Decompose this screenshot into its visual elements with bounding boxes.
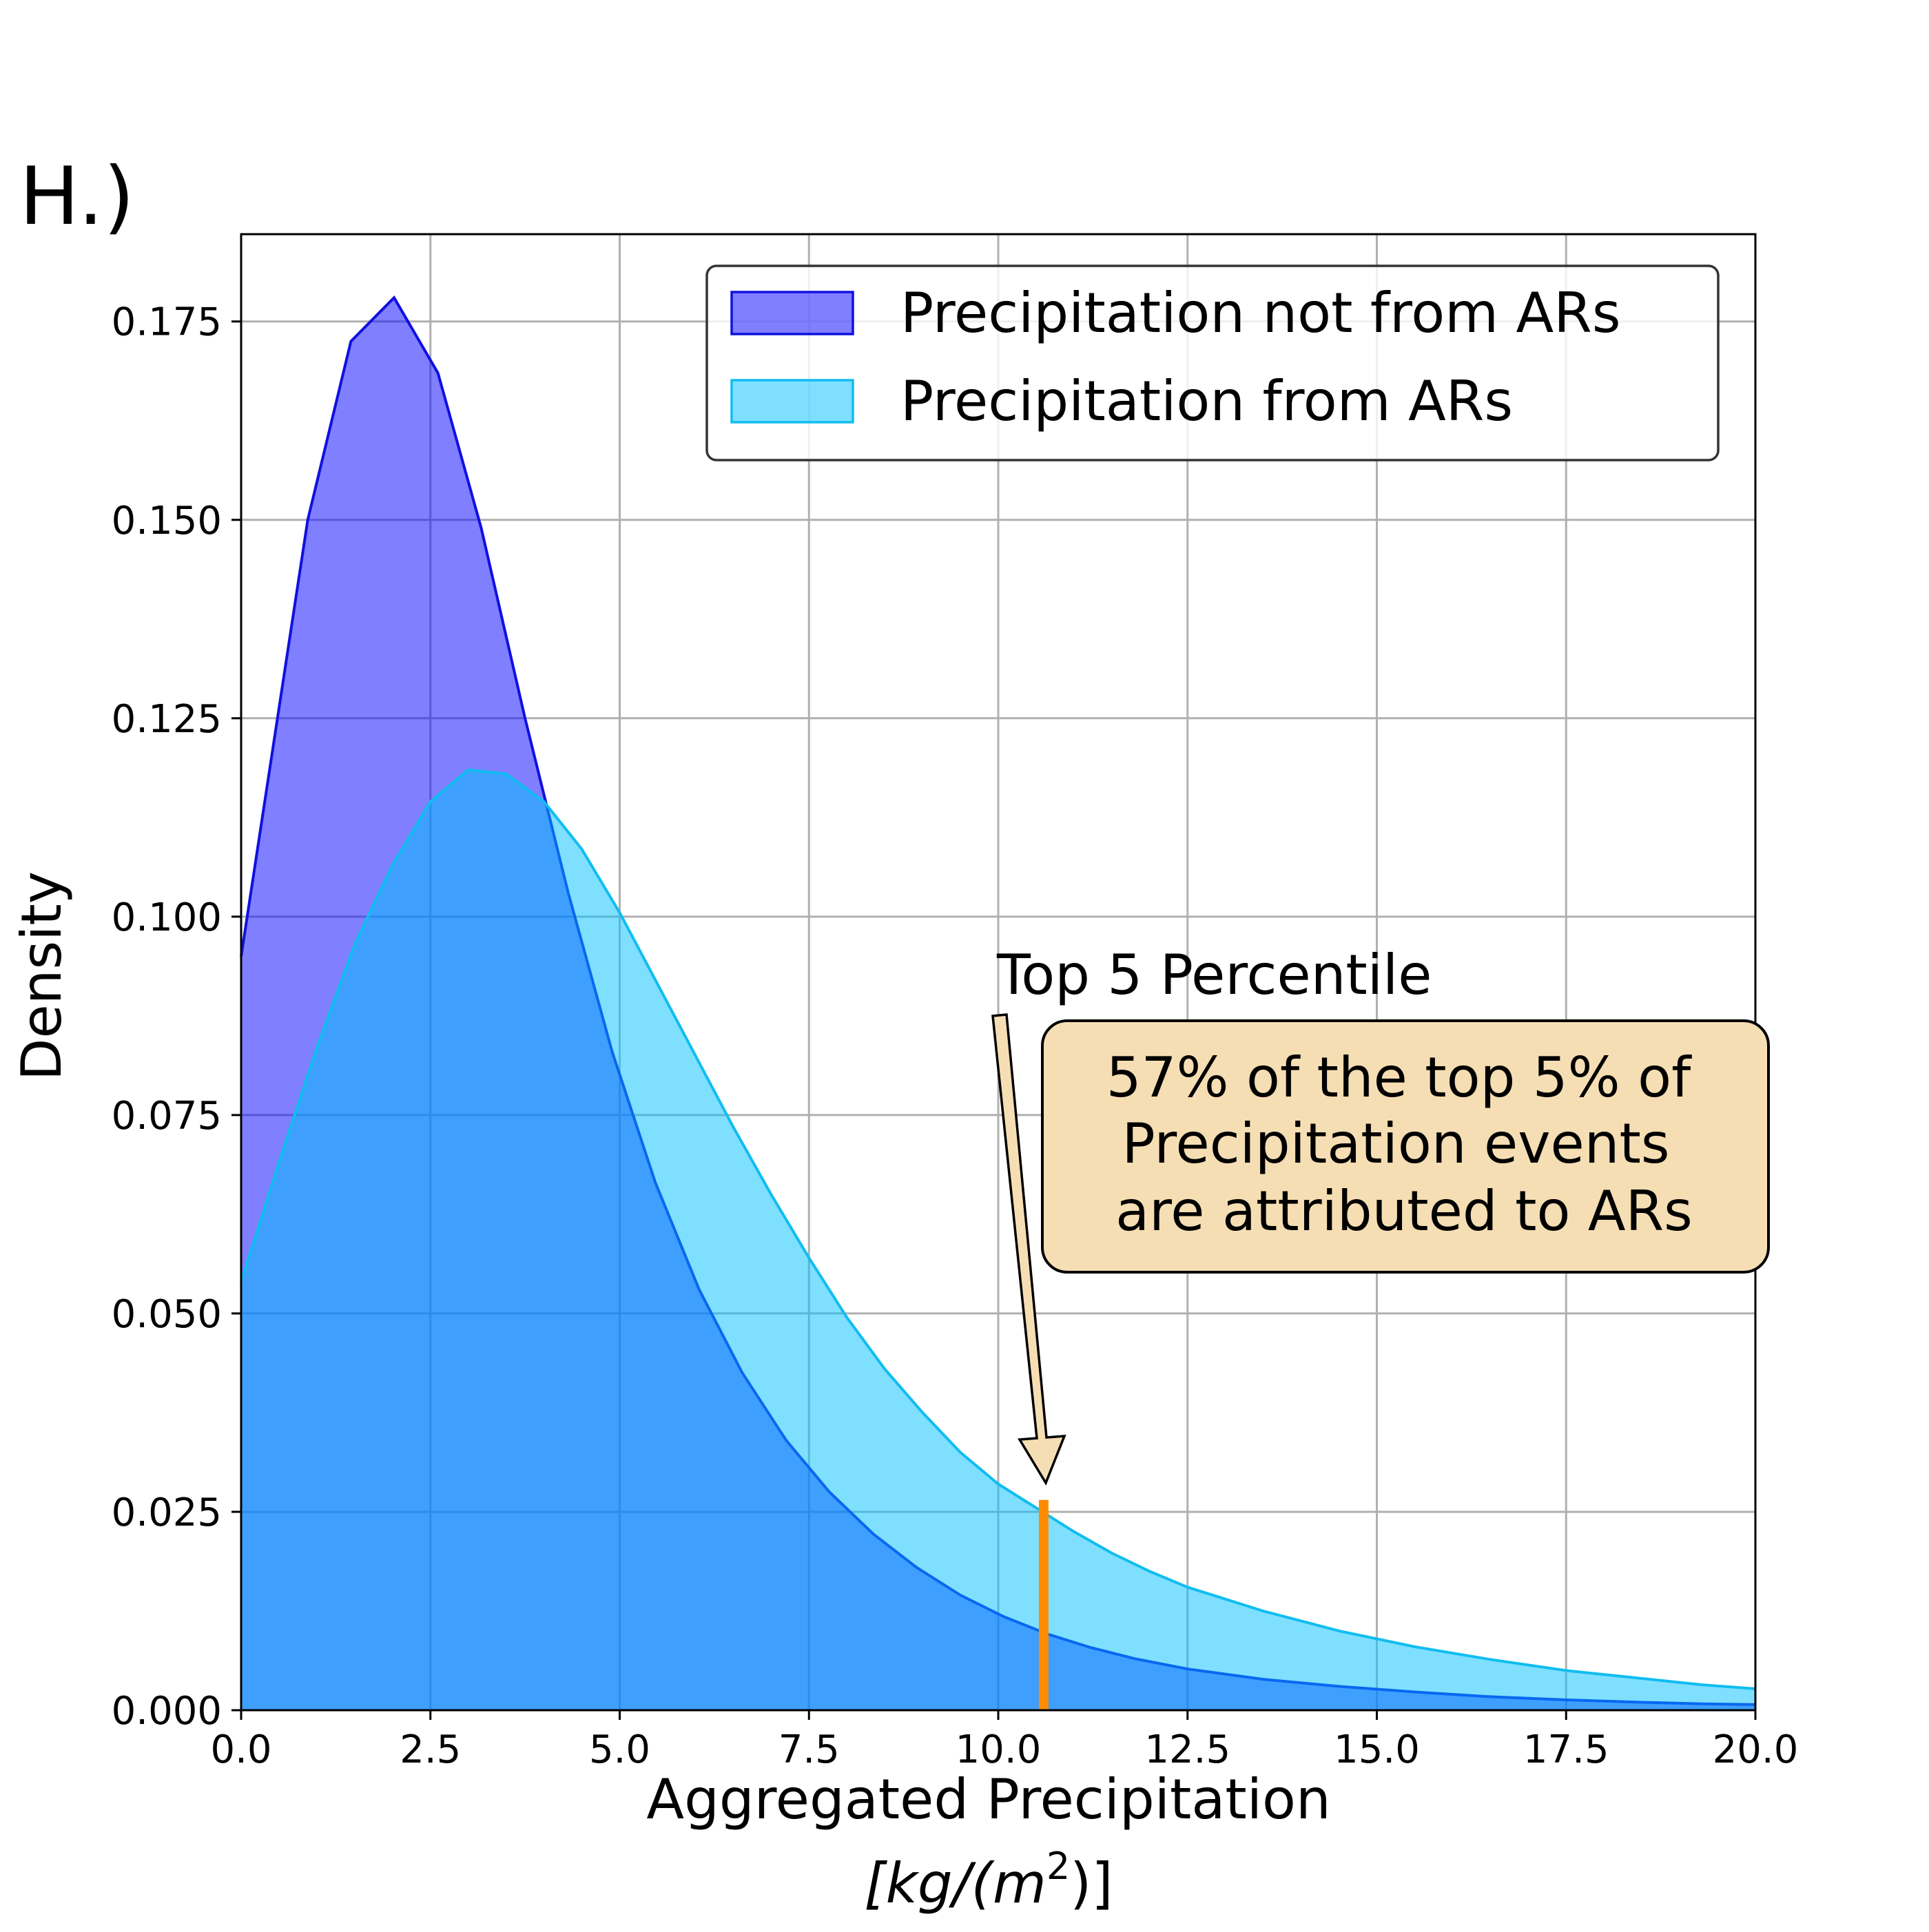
y-axis-title: Density bbox=[10, 871, 74, 1081]
legend-label-not-from-ars: Precipitation not from ARs bbox=[900, 281, 1621, 345]
axis-ticks: 0.0 2.5 5.0 7.5 10.0 12.5 15.0 17.5 20.0 0.000 0.0… bbox=[112, 300, 1799, 1772]
x-axis-units-close: )] bbox=[1070, 1851, 1113, 1915]
y-tick-label: 0.025 bbox=[112, 1490, 222, 1535]
x-tick-label: 0.0 bbox=[210, 1727, 271, 1772]
series-area-1 bbox=[241, 769, 1755, 1710]
x-axis-units: [kg/(m2)] bbox=[864, 1845, 1113, 1915]
x-tick-label: 7.5 bbox=[778, 1727, 840, 1772]
x-tick-label: 15.0 bbox=[1334, 1727, 1420, 1772]
x-tick-label: 10.0 bbox=[956, 1727, 1042, 1772]
series-line-1 bbox=[240, 768, 1756, 1690]
x-tick-label: 17.5 bbox=[1523, 1727, 1609, 1772]
annotation: Top 5 Percentile 57% of the top 5% of Pr… bbox=[991, 943, 1770, 1486]
x-axis-units-exponent: 2 bbox=[1046, 1845, 1070, 1888]
x-tick-label: 20.0 bbox=[1713, 1727, 1799, 1772]
series-areas bbox=[240, 295, 1756, 1711]
annotation-line-1: 57% of the top 5% of bbox=[1106, 1046, 1692, 1110]
y-tick-label: 0.150 bbox=[112, 499, 222, 543]
legend-swatch-from-ars bbox=[730, 379, 854, 424]
x-tick-label: 5.0 bbox=[589, 1727, 650, 1772]
legend: Precipitation not from ARs Precipitation… bbox=[705, 264, 1720, 461]
annotation-arrow bbox=[991, 1013, 1066, 1486]
y-tick-label: 0.075 bbox=[112, 1094, 222, 1139]
legend-box bbox=[705, 264, 1720, 461]
annotation-box bbox=[1041, 1019, 1770, 1274]
legend-label-from-ars: Precipitation from ARs bbox=[900, 369, 1513, 433]
x-axis-units-base: [kg/(m bbox=[864, 1851, 1046, 1915]
x-tick-label: 2.5 bbox=[400, 1727, 461, 1772]
annotation-line-2: Precipitation events bbox=[1122, 1112, 1670, 1176]
x-tick-label: 12.5 bbox=[1144, 1727, 1230, 1772]
y-tick-label: 0.000 bbox=[112, 1689, 222, 1734]
y-tick-label: 0.125 bbox=[112, 697, 222, 742]
panel-label: H.) bbox=[19, 150, 134, 243]
y-tick-label: 0.050 bbox=[112, 1292, 222, 1337]
annotation-label: Top 5 Percentile bbox=[996, 943, 1432, 1007]
annotation-line-3: are attributed to ARs bbox=[1115, 1179, 1693, 1243]
legend-swatch-not-from-ars bbox=[730, 291, 854, 335]
y-tick-label: 0.100 bbox=[112, 895, 222, 940]
y-tick-label: 0.175 bbox=[112, 300, 222, 345]
x-axis-title: Aggregated Precipitation bbox=[646, 1767, 1330, 1831]
